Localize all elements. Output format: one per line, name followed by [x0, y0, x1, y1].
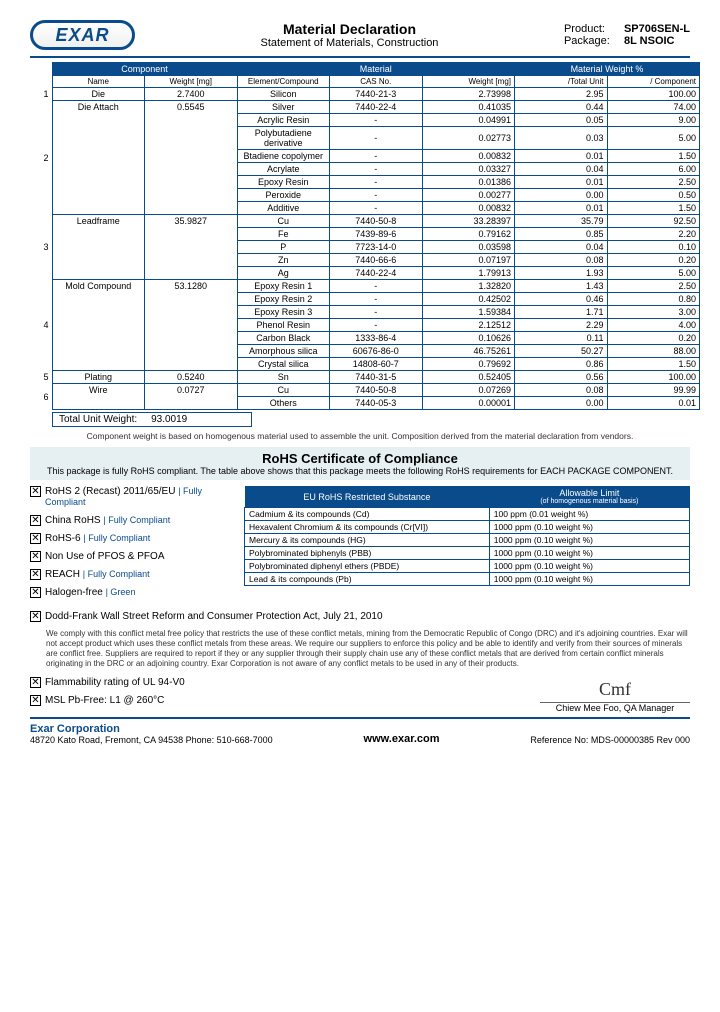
rohs-th-limit-main: Allowable Limit [493, 488, 685, 498]
total-value: 93.0019 [151, 414, 187, 425]
footer-addr: 48720 Kato Road, Fremont, CA 94538 Phone… [30, 735, 273, 745]
footer-ref: Reference No: MDS-00000385 Rev 000 [530, 735, 690, 745]
flammability-item: Flammability rating of UL 94-V0 [30, 677, 185, 688]
divider [30, 717, 690, 719]
msl-label: MSL Pb-Free: L1 @ 260°C [45, 695, 164, 706]
msl-item: MSL Pb-Free: L1 @ 260°C [30, 695, 185, 706]
title-block: Material Declaration Statement of Materi… [135, 21, 564, 49]
sub-mwt: Weight [mg] [422, 76, 515, 88]
product-label: Product: [564, 23, 624, 35]
checkbox-icon [30, 515, 41, 526]
hdr-material: Material [237, 63, 515, 76]
footer-corp: Exar Corporation [30, 723, 273, 735]
dodd-frank-item: Dodd-Frank Wall Street Reform and Consum… [30, 611, 690, 622]
sub-comp: / Component [607, 76, 700, 88]
package-value: 8L NSOIC [624, 35, 675, 47]
compliance-item: RoHS 2 (Recast) 2011/65/EU | Fully Compl… [30, 486, 230, 508]
checkbox-icon [30, 569, 41, 580]
checkbox-icon [30, 551, 41, 562]
dodd-frank-label: Dodd-Frank Wall Street Reform and Consum… [45, 611, 383, 622]
rohs-title: RoHS Certificate of Compliance [38, 451, 682, 466]
total-label: Total Unit Weight: [59, 414, 137, 425]
footer-web: www.exar.com [364, 733, 440, 745]
sub-weight: Weight [mg] [145, 76, 238, 88]
compliance-item: Non Use of PFOS & PFOA [30, 551, 230, 562]
rohs-th-limit: Allowable Limit (of homogenous material … [489, 486, 689, 508]
checkbox-icon [30, 486, 41, 497]
checkbox-icon [30, 587, 41, 598]
compliance-item: China RoHS | Fully Compliant [30, 515, 230, 526]
header: EXAR Material Declaration Statement of M… [30, 20, 690, 50]
signature-row: Flammability rating of UL 94-V0 MSL Pb-F… [30, 677, 690, 713]
compliance-item: Halogen-free | Green [30, 587, 230, 598]
compliance-checklist: RoHS 2 (Recast) 2011/65/EU | Fully Compl… [30, 486, 230, 605]
footer: Exar Corporation 48720 Kato Road, Fremon… [30, 723, 690, 745]
signature-block: Cmf Chiew Mee Foo, QA Manager [540, 679, 690, 713]
rohs-header: RoHS Certificate of Compliance This pack… [30, 447, 690, 480]
sub-tu: /Total Unit [515, 76, 608, 88]
checkbox-icon [30, 695, 41, 706]
logo-text: EXAR [55, 25, 109, 46]
doc-title: Material Declaration [135, 21, 564, 37]
rohs-th-sub: EU RoHS Restricted Substance [245, 486, 490, 508]
compliance-section: RoHS 2 (Recast) 2011/65/EU | Fully Compl… [30, 486, 690, 605]
signer-name: Chiew Mee Foo, QA Manager [540, 703, 690, 713]
table-footnote: Component weight is based on homogenous … [30, 431, 690, 441]
dodd-frank-text: We comply with this conflict metal free … [46, 629, 690, 669]
compliance-item: REACH | Fully Compliant [30, 569, 230, 580]
package-label: Package: [564, 35, 624, 47]
checkbox-icon [30, 677, 41, 688]
logo: EXAR [30, 20, 135, 50]
footer-left: Exar Corporation 48720 Kato Road, Fremon… [30, 723, 273, 745]
total-row: Total Unit Weight: 93.0019 [52, 412, 252, 427]
hdr-matwt: Material Weight % [515, 63, 700, 76]
compliance-item: RoHS-6 | Fully Compliant [30, 533, 230, 544]
product-value: SP706SEN-L [624, 23, 690, 35]
rohs-substance-table-wrap: EU RoHS Restricted Substance Allowable L… [244, 486, 690, 605]
product-block: Product:SP706SEN-L Package:8L NSOIC [564, 23, 690, 47]
divider [30, 56, 690, 58]
rohs-th-limit-sub: (of homogenous material basis) [493, 498, 685, 505]
material-table: Component Material Material Weight % Nam… [40, 62, 700, 410]
sub-cas: CAS No. [330, 76, 423, 88]
hdr-component: Component [52, 63, 237, 76]
rohs-substance-table: EU RoHS Restricted Substance Allowable L… [244, 486, 690, 586]
checkbox-icon [30, 533, 41, 544]
flammability-label: Flammability rating of UL 94-V0 [45, 677, 185, 688]
signature-script: Cmf [540, 679, 690, 700]
sub-name: Name [52, 76, 145, 88]
rohs-subtitle: This package is fully RoHS compliant. Th… [38, 466, 682, 476]
checkbox-icon [30, 611, 41, 622]
doc-subtitle: Statement of Materials, Construction [135, 37, 564, 49]
sub-elem: Element/Compound [237, 76, 330, 88]
